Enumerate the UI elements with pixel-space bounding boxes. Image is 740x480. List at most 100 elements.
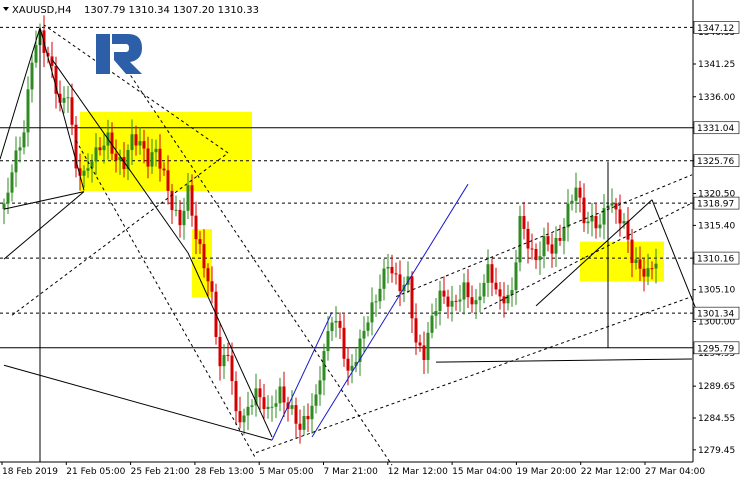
candle [242,408,246,435]
candle [162,162,166,176]
candle [250,399,254,415]
trendlines-layer [0,24,697,466]
forecast-line [651,199,697,310]
candle [94,133,98,175]
candle [318,366,322,406]
candle [358,329,362,376]
candle [306,403,310,432]
candle [246,391,250,431]
candle [230,342,234,395]
candle [66,86,70,113]
x-tick-label: 21 Feb 05:00 [66,467,125,477]
candle [98,137,102,156]
y-tick-label: 1305.10 [698,286,735,296]
candle [18,136,22,163]
x-ticks-layer: 18 Feb 2019 21 Feb 05:00 25 Feb 21:00 28 Fe… [1,462,705,477]
candle [34,30,38,68]
fan-line-1 [123,65,393,466]
candle [562,218,566,255]
candle [142,129,146,164]
candle [410,271,414,333]
candle [190,174,194,227]
candle [458,284,462,312]
impulse-line-0 [271,311,333,441]
level-label-box [693,154,740,168]
candle [434,298,438,329]
candle [354,348,358,373]
candle [226,342,230,362]
candle [186,173,190,220]
candle [650,261,654,280]
candle [174,195,178,217]
candle [386,253,390,284]
candle [166,155,170,205]
level-label-box [693,121,740,135]
r-logo [96,34,142,74]
y-tick-label: 1336.00 [698,93,735,103]
candle [362,316,366,353]
candle [122,142,126,178]
candle [326,316,330,361]
candle [218,323,222,381]
candle [150,138,154,175]
candle [482,274,486,304]
candle [170,184,174,225]
candle [498,281,502,310]
candle [390,254,394,283]
candle [654,248,658,284]
candle [566,189,570,242]
lower-channel-line [255,296,693,454]
candle [610,188,614,213]
x-tick-label: 28 Feb 13:00 [195,467,254,477]
fan-line-3 [43,24,229,154]
candle [78,153,82,191]
candle [614,198,618,224]
candle [334,306,338,338]
x-tick-label: 7 Mar 21:00 [324,467,379,477]
candle [422,331,426,375]
candle [154,139,158,167]
candle [554,226,558,267]
level-label-box [693,306,740,320]
candle [350,354,354,384]
candle [46,46,50,64]
candle [222,344,226,380]
candle [522,201,526,240]
y-tick-label: 1289.65 [698,382,735,392]
wave-line-4 [535,199,653,307]
candle [134,125,138,156]
candle [258,379,262,413]
symbol-label: XAUUSD,H4 [12,5,71,16]
lower-boundary-line [3,364,273,441]
candle [586,211,590,234]
candle [338,312,342,339]
target-zone-0 [80,111,252,192]
candle [74,116,78,178]
y-tick-label: 1279.45 [698,446,735,456]
candle [118,149,122,175]
candle [454,294,458,311]
candle [158,134,162,182]
dropdown-triangle-icon[interactable] [3,7,9,11]
candle [526,221,530,264]
candle [642,258,646,292]
level-label: 1295.79 [697,344,734,354]
level-label-box [693,196,740,210]
candle [298,409,302,444]
support-line [435,358,693,363]
target-zone-1 [192,229,212,298]
fan-line-0 [75,140,257,460]
candle [270,395,274,422]
candle [310,393,314,434]
candle [366,316,370,337]
candle [546,222,550,252]
y-tick-label: 1284.55 [698,414,735,424]
candle [530,233,534,260]
candle [574,172,578,213]
candle [438,280,442,326]
candle [314,384,318,414]
candle [494,267,498,295]
candle [518,205,522,272]
candle [114,139,118,173]
candle [630,228,634,278]
